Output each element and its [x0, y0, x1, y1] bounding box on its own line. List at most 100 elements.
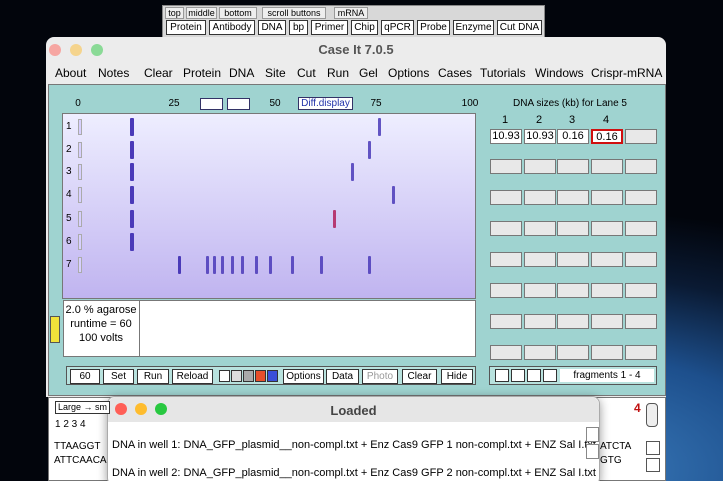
menu-item[interactable]: Tutorials	[480, 66, 526, 80]
zoom-button[interactable]	[227, 98, 250, 110]
size-column: 1	[502, 114, 509, 126]
window-control[interactable]	[49, 44, 61, 56]
size-box	[557, 314, 589, 329]
well	[78, 164, 82, 180]
toolbar-button[interactable]: Protein	[166, 20, 206, 35]
size-box	[591, 190, 623, 205]
window-control[interactable]	[70, 44, 82, 56]
size-value: 0.16	[557, 129, 589, 144]
band	[206, 256, 209, 274]
toolbar-tab[interactable]: top	[165, 7, 184, 19]
size-box	[591, 345, 623, 360]
dialog-titlebar	[108, 397, 599, 422]
dialog-scroll[interactable]	[586, 444, 599, 459]
size-box	[625, 159, 657, 174]
menu-item[interactable]: Notes	[98, 66, 130, 80]
menu-item[interactable]: Windows	[535, 66, 584, 80]
toolbar-tab[interactable]: bottom	[219, 7, 257, 19]
color-swatch[interactable]	[219, 370, 230, 382]
band	[392, 186, 395, 204]
dialog-control[interactable]	[135, 403, 147, 415]
menu-item[interactable]: Cut	[297, 66, 316, 80]
size-box	[591, 283, 623, 298]
control-button[interactable]: Photo	[362, 369, 398, 384]
menu-item[interactable]: Run	[327, 66, 350, 80]
nav-button[interactable]	[511, 369, 525, 382]
control-button[interactable]: Run	[137, 369, 169, 384]
color-swatch[interactable]	[231, 370, 242, 382]
menu-item[interactable]: Gel	[359, 66, 378, 80]
ruler-label: 0	[75, 98, 81, 109]
toolbar-button[interactable]: Chip	[351, 20, 378, 35]
color-swatch[interactable]	[267, 370, 278, 382]
size-box	[490, 190, 522, 205]
band	[333, 210, 336, 228]
size-box	[557, 283, 589, 298]
nav-button[interactable]	[543, 369, 557, 382]
ruler-label: 50	[269, 98, 281, 109]
menu-item[interactable]: Site	[265, 66, 286, 80]
toolbar-button[interactable]: qPCR	[381, 20, 414, 35]
size-box	[524, 252, 556, 267]
control-button[interactable]: Set	[103, 369, 134, 384]
band	[213, 256, 216, 274]
menu-item[interactable]: Clear	[144, 66, 173, 80]
nav-button[interactable]	[527, 369, 541, 382]
toolbar-button[interactable]: DNA	[258, 20, 286, 35]
toolbar-tab[interactable]: mRNA	[334, 7, 368, 19]
menu-item[interactable]: DNA	[229, 66, 255, 80]
toolbar-button[interactable]: Antibody	[209, 20, 255, 35]
control-button[interactable]: Options	[283, 369, 324, 384]
menu-item[interactable]: About	[55, 66, 87, 80]
scroll-box[interactable]	[646, 458, 660, 472]
size-box	[524, 314, 556, 329]
menu-item[interactable]: Crispr-mRNA	[591, 66, 663, 80]
window-control[interactable]	[91, 44, 103, 56]
band	[320, 256, 323, 274]
size-box	[490, 283, 522, 298]
stepper[interactable]	[646, 403, 658, 427]
sequence-line: TTAAGGT	[54, 441, 101, 452]
control-button[interactable]: Clear	[402, 369, 437, 384]
toolbar-tab[interactable]: scroll buttons	[262, 7, 326, 19]
dialog-control[interactable]	[115, 403, 127, 415]
dialog-control[interactable]	[155, 403, 167, 415]
color-swatch[interactable]	[255, 370, 266, 382]
dialog-scroll[interactable]	[586, 427, 599, 442]
menu-item[interactable]: Options	[388, 66, 430, 80]
size-box	[524, 221, 556, 236]
menu-item[interactable]: Cases	[438, 66, 473, 80]
band	[130, 186, 134, 204]
toolbar-button[interactable]: Probe	[417, 20, 450, 35]
toolbar-tab[interactable]: middle	[186, 7, 217, 19]
size-box	[625, 345, 657, 360]
toolbar-button[interactable]: Enzyme	[453, 20, 494, 35]
band	[255, 256, 258, 274]
nav-button[interactable]	[495, 369, 509, 382]
toolbar-button[interactable]: Primer	[311, 20, 348, 35]
color-swatch[interactable]	[243, 370, 254, 382]
sequence-line: ATCTA	[600, 441, 632, 452]
scroll-box[interactable]	[646, 441, 660, 455]
indicator	[50, 316, 60, 343]
lane-numbers: 1 2 3 4	[55, 419, 86, 430]
control-button[interactable]: Reload	[172, 369, 213, 384]
fragments-label: fragments 1 - 4	[560, 369, 654, 382]
ruler-label: 100	[461, 98, 479, 109]
size-box	[490, 221, 522, 236]
diff-display-button[interactable]: Diff.display	[298, 97, 353, 110]
runtime-field[interactable]: 60	[70, 369, 100, 384]
dialog-line: DNA in well 2: DNA_GFP_plasmid__non-comp…	[112, 467, 596, 479]
size-box	[625, 283, 657, 298]
control-button[interactable]: Data	[326, 369, 359, 384]
size-box	[625, 221, 657, 236]
band	[130, 141, 134, 159]
menu-item[interactable]: Protein	[183, 66, 222, 80]
toolbar-button[interactable]: bp	[289, 20, 308, 35]
ruler-label: 25	[168, 98, 180, 109]
lane-label: 3	[66, 166, 72, 177]
toolbar-button[interactable]: Cut DNA	[497, 20, 542, 35]
control-button[interactable]: Hide	[441, 369, 473, 384]
lane-label: 5	[66, 213, 72, 224]
zoom-button[interactable]	[200, 98, 223, 110]
